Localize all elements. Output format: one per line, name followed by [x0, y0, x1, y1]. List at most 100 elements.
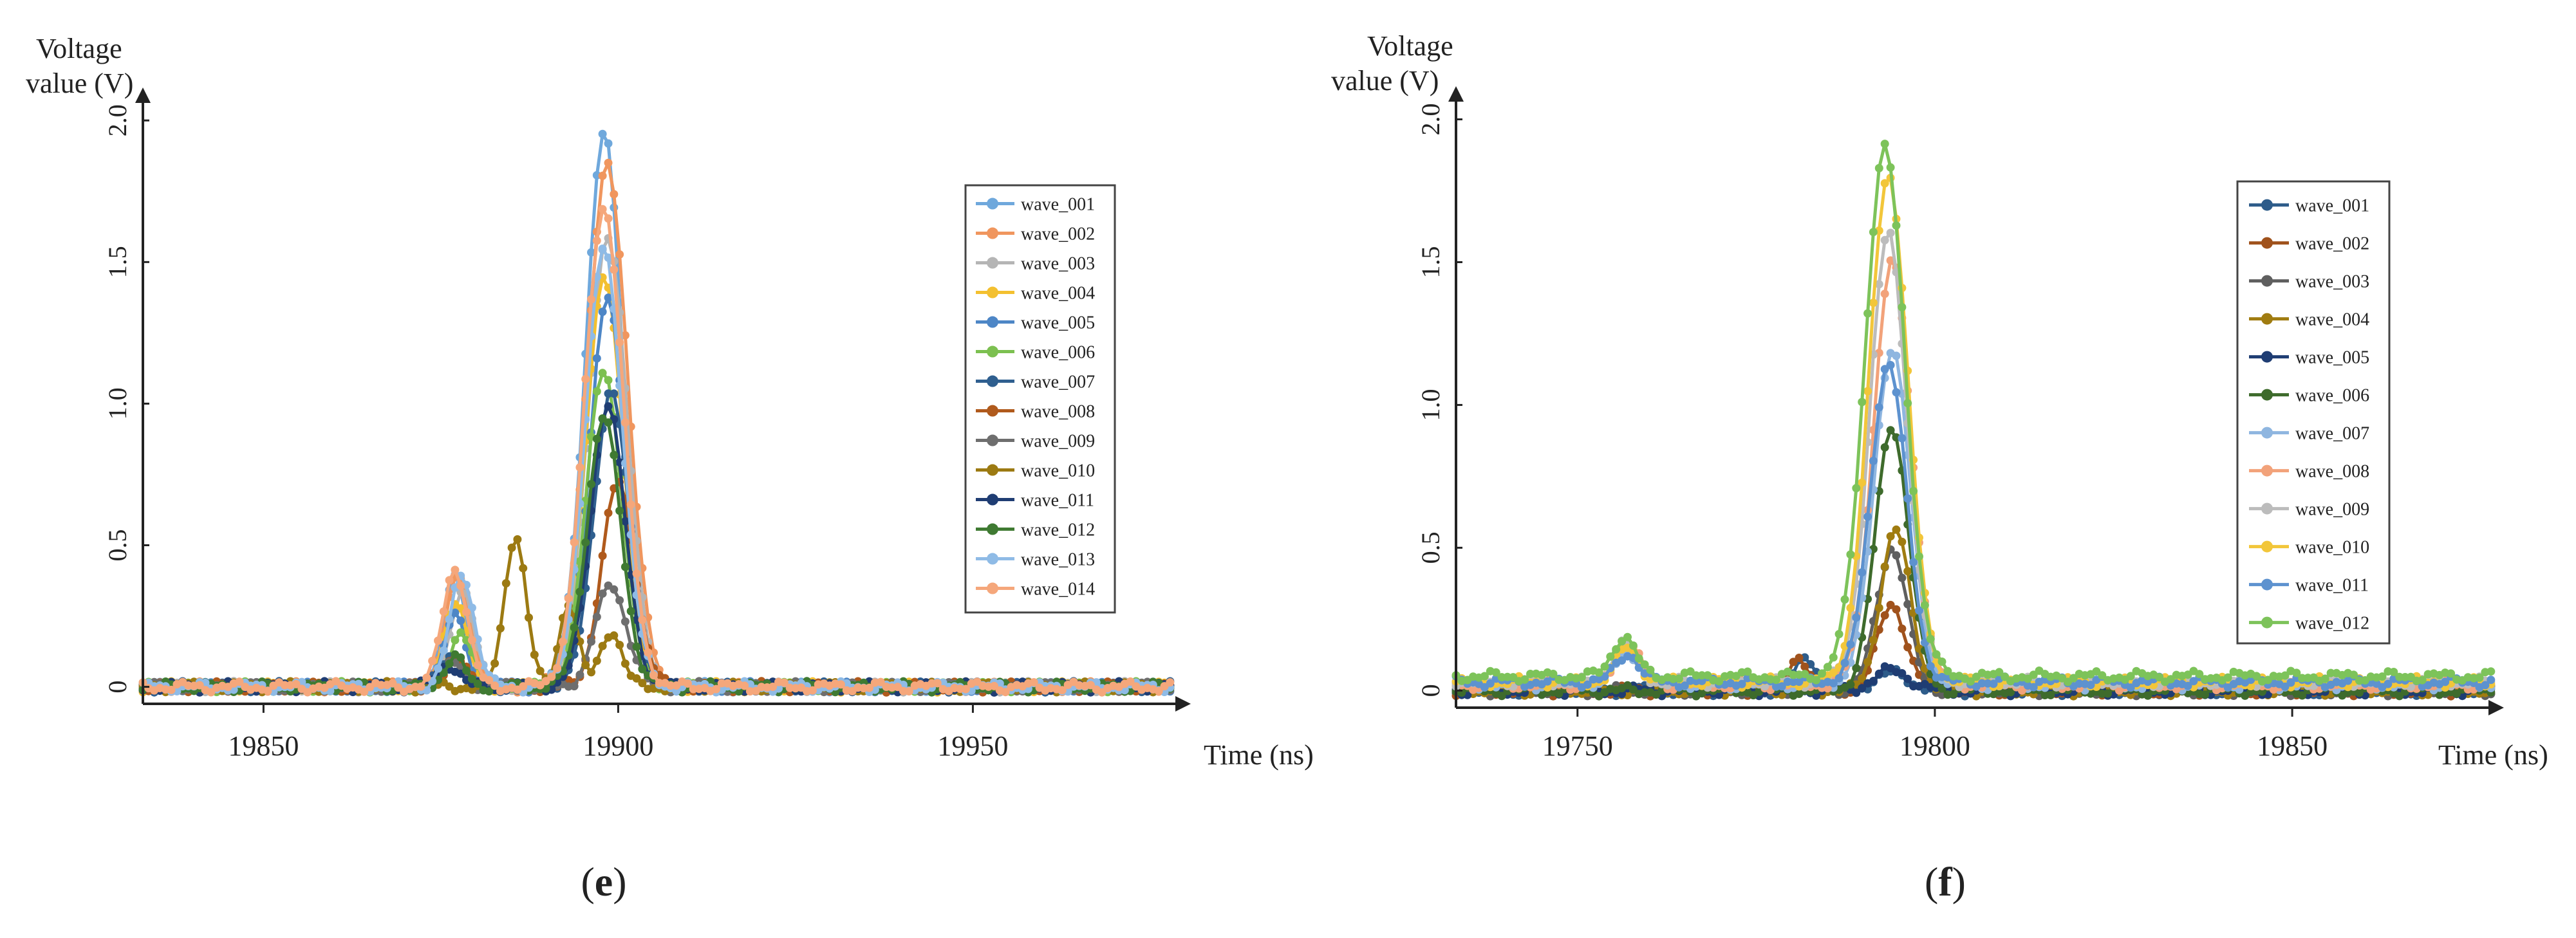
data-point — [360, 687, 369, 696]
data-point — [1886, 426, 1895, 435]
data-point — [1818, 669, 1826, 678]
legend-swatch-marker — [987, 257, 998, 269]
data-point — [1834, 674, 1843, 683]
legend-swatch-marker — [2261, 275, 2273, 287]
data-point — [2487, 676, 2496, 685]
data-point — [292, 679, 301, 688]
data-point — [610, 190, 619, 199]
legend: wave_001wave_002wave_003wave_004wave_005… — [2236, 180, 2391, 645]
data-point — [490, 681, 499, 690]
data-point — [1869, 299, 1878, 308]
data-point — [649, 671, 658, 680]
data-point — [575, 587, 584, 596]
data-point — [451, 566, 460, 575]
data-point — [501, 579, 510, 588]
data-point — [638, 679, 647, 688]
y-tick-label: 1.5 — [1416, 246, 1445, 278]
data-point — [473, 661, 482, 670]
data-point — [263, 686, 272, 695]
legend: wave_001wave_002wave_003wave_004wave_005… — [964, 184, 1116, 614]
data-point — [1886, 228, 1895, 237]
data-point — [519, 682, 528, 691]
data-point — [610, 389, 619, 398]
data-point — [2006, 688, 2015, 697]
data-point — [2355, 688, 2364, 697]
legend-swatch-marker — [2261, 616, 2273, 629]
data-point — [507, 543, 516, 552]
data-point — [1926, 634, 1935, 643]
chart-panel-f: 00.51.01.52.0 19750 19800 19850 Voltage va… — [1331, 30, 2548, 905]
legend-swatch-marker — [987, 553, 998, 565]
data-point — [592, 354, 601, 363]
data-point — [836, 680, 845, 689]
data-point — [1898, 573, 1907, 582]
data-point — [1874, 163, 1883, 172]
data-point — [961, 685, 970, 694]
data-point — [456, 628, 465, 637]
data-point — [1869, 636, 1878, 645]
data-point — [1880, 140, 1889, 149]
legend-label: wave_012 — [1021, 520, 1095, 540]
legend-item-wave_011: wave_011 — [976, 491, 1094, 511]
data-point — [598, 369, 607, 378]
data-point — [1629, 685, 1638, 694]
data-point — [473, 679, 482, 688]
data-point — [519, 564, 528, 573]
y-axis-arrow — [1448, 86, 1464, 102]
data-point — [1097, 688, 1106, 697]
data-point — [865, 683, 873, 692]
data-point — [570, 623, 579, 632]
data-point — [598, 641, 607, 650]
data-point — [587, 295, 595, 304]
legend-swatch-marker — [987, 523, 998, 535]
data-point — [592, 612, 601, 621]
data-point — [1892, 605, 1901, 614]
data-point — [615, 506, 624, 515]
data-point — [485, 676, 494, 685]
data-point — [581, 538, 590, 547]
x-ticks: 19750 19800 19850 — [1542, 708, 2328, 762]
x-ticks: 19850 19900 19950 — [228, 704, 1008, 762]
data-point — [1898, 303, 1907, 311]
data-point — [598, 129, 607, 138]
data-point — [592, 236, 601, 245]
data-point — [1903, 600, 1912, 609]
data-point — [467, 674, 476, 683]
data-point — [615, 250, 624, 259]
data-point — [1892, 221, 1901, 230]
data-point — [1903, 567, 1912, 576]
data-point — [1840, 659, 1849, 667]
data-point — [598, 551, 607, 560]
data-point — [207, 688, 216, 697]
data-point — [2298, 691, 2307, 700]
data-point — [769, 683, 778, 691]
legend-label: wave_004 — [2295, 310, 2369, 330]
data-point — [1606, 652, 1615, 661]
data-point — [666, 681, 675, 690]
data-point — [740, 681, 749, 690]
data-point — [604, 376, 613, 385]
x-tick-label: 19950 — [937, 730, 1008, 762]
data-point — [904, 687, 913, 696]
data-point — [587, 480, 595, 488]
y-axis-title-line2: value (V) — [26, 68, 133, 99]
data-point — [445, 659, 454, 668]
data-point — [1937, 658, 1946, 666]
data-point — [1001, 688, 1010, 697]
data-point — [604, 293, 613, 302]
data-point — [1869, 228, 1878, 237]
data-point — [808, 686, 817, 695]
data-point — [587, 248, 595, 257]
data-point — [575, 463, 584, 472]
data-point — [610, 585, 619, 594]
legend-label: wave_002 — [2295, 234, 2369, 254]
series-lines — [138, 129, 1175, 697]
data-point — [638, 616, 647, 624]
legend-item-wave_014: wave_014 — [976, 580, 1095, 600]
series-wave_014 — [138, 205, 1175, 697]
legend-label: wave_005 — [1021, 313, 1095, 333]
data-point — [1840, 595, 1849, 604]
data-point — [2143, 691, 2152, 700]
data-point — [626, 500, 635, 509]
data-point — [570, 538, 579, 547]
